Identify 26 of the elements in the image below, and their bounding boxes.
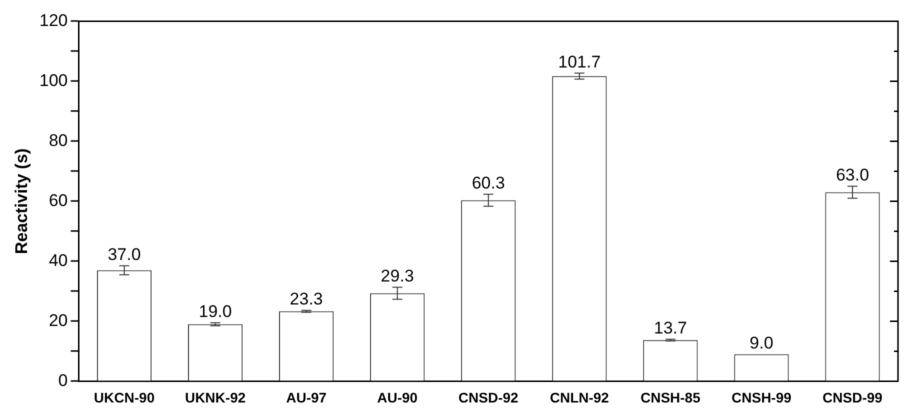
data-label: 29.3 bbox=[380, 266, 414, 286]
data-label: 13.7 bbox=[654, 318, 687, 338]
y-tick-label: 80 bbox=[48, 130, 68, 150]
x-tick-label: UKCN-90 bbox=[94, 389, 155, 406]
x-tick-label: AU-97 bbox=[286, 389, 327, 406]
data-label: 63.0 bbox=[836, 165, 870, 184]
x-tick-label: UKNK-92 bbox=[184, 389, 246, 406]
data-label: 19.0 bbox=[198, 302, 232, 321]
x-tick-label: CNSH-99 bbox=[732, 389, 792, 406]
data-label: 23.3 bbox=[290, 290, 323, 309]
x-tick-label: AU-90 bbox=[377, 389, 418, 406]
y-tick-label: 20 bbox=[48, 310, 68, 330]
x-tick-label: CNSD-99 bbox=[822, 389, 883, 406]
y-tick-label: 40 bbox=[48, 250, 68, 270]
data-label: 60.3 bbox=[472, 173, 505, 192]
data-label: 9.0 bbox=[750, 333, 774, 352]
y-tick-label: 0 bbox=[58, 370, 68, 390]
x-tick-label: CNLN-92 bbox=[550, 389, 610, 406]
y-tick-label: 120 bbox=[39, 10, 68, 30]
y-axis-title: Reactivity (s) bbox=[12, 148, 31, 254]
data-label: 37.0 bbox=[108, 244, 141, 264]
y-tick-label: 100 bbox=[39, 70, 68, 90]
x-tick-label: CNSH-85 bbox=[640, 389, 701, 406]
y-tick-label: 60 bbox=[48, 190, 68, 210]
data-label: 101.7 bbox=[558, 52, 601, 72]
x-tick-label: CNSD-92 bbox=[458, 389, 519, 406]
